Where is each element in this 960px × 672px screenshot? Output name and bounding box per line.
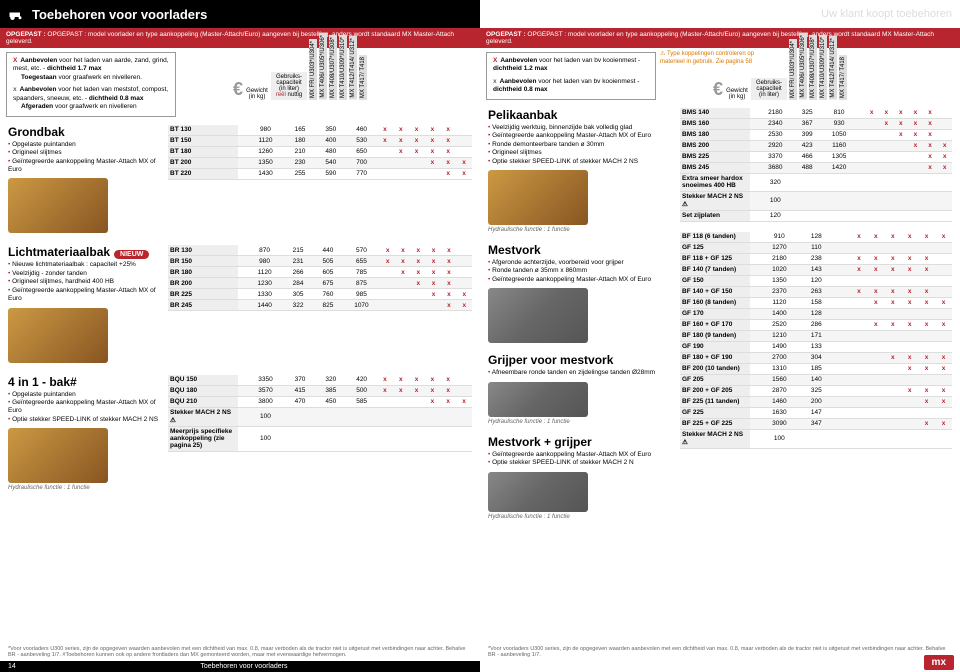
section-4in1: 4 in 1 - bak# Opgelaste puintandenGeïnte… (0, 373, 480, 494)
grondbak-image (8, 178, 108, 233)
section-grondbak: Grondbak Opgelaste puintandenOrigineel s… (0, 123, 480, 238)
footer-left: 14 Toebehoren voor voorladers (0, 661, 480, 672)
pelikaan-image (488, 170, 588, 225)
footnote-right: *Voor voorladers U300 series, zijn de op… (480, 646, 960, 658)
legend-right: XAanbevolen voor het laden van bv kooien… (486, 52, 656, 100)
4in1-image (8, 428, 108, 483)
grondbak-table: BT 130980165350460xxxxxBT 15011201804005… (168, 125, 472, 180)
section-licht: LichtmateriaalbakNIEUW Nieuwe lichtmater… (0, 243, 480, 366)
section-mestvork: Mestvork Afgeronde achterzijde, voorbere… (488, 243, 672, 343)
pelikaan-table: BMS 1402180325810xxxxxBMS 1602340367930x… (680, 108, 952, 222)
section-mestvorkgrijper: Mestvork + grijper Geïntegreerde aankopp… (488, 435, 672, 520)
nieuw-badge: NIEUW (114, 250, 149, 259)
mx-logo: mx (924, 655, 954, 670)
4in1-table: BQU 1503350370320420xxxxxBQU 18035704153… (168, 375, 472, 452)
footnote: *Voor voorladers U300 series, zijn de op… (0, 646, 480, 658)
euro-icon: € (233, 79, 243, 100)
tractor-icon (8, 7, 26, 21)
licht-image (8, 308, 108, 363)
legend-box: XAanbevolen voor het laden van aarde, za… (6, 52, 176, 117)
grondbak-bullets: Opgelaste puintandenOrigineel slijtmesGe… (8, 141, 168, 175)
mestvorkgrijper-image (488, 472, 588, 512)
section-pelikaan: Pelikaanbak Veelzijdig werktuig, binnenz… (488, 108, 672, 233)
header-right: Uw klant koopt toebehoren (480, 0, 960, 28)
section-grijper: Grijper voor mestvork Afneembare ronde t… (488, 353, 672, 424)
header-left: Toebehoren voor voorladers (0, 0, 480, 28)
capacity-header: Gebruiks-capaciteit (in liter)reël nutti… (271, 72, 307, 100)
page-title: Toebehoren voor voorladers (32, 7, 207, 22)
left-page: Toebehoren voor voorladers OPGEPAST : OP… (0, 0, 480, 672)
right-page: Uw klant koopt toebehoren OPGEPAST : OPG… (480, 0, 960, 672)
mestvork-image (488, 288, 588, 343)
licht-table: BR 130870215440570xxxxxBR 15098023150565… (168, 245, 472, 311)
grijper-image (488, 382, 588, 417)
mestvork-table: BF 118 (6 tanden)910128xxxxxxGF 12512701… (680, 232, 952, 449)
